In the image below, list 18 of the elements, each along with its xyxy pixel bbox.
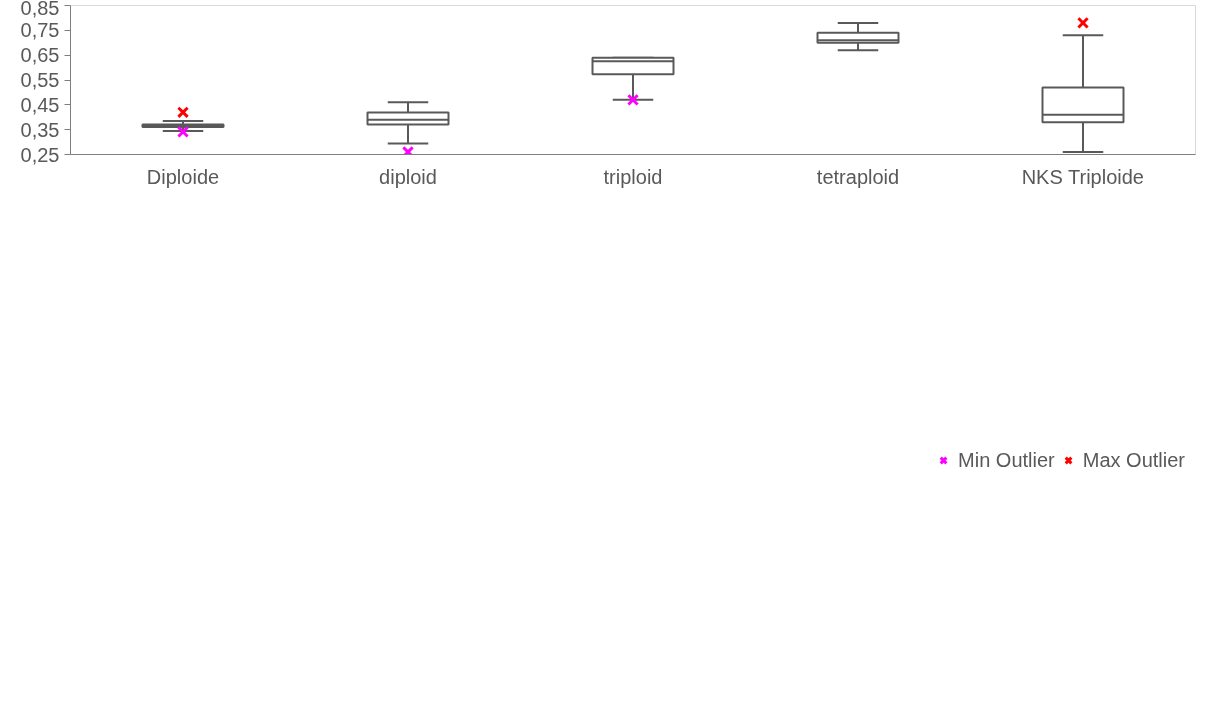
x-tick-label: Diploide <box>146 165 220 188</box>
y-tick-label: 0,35 <box>20 118 60 141</box>
y-tick-label: 0,25 <box>20 143 60 166</box>
point <box>626 93 640 106</box>
point <box>176 125 190 138</box>
point <box>176 106 190 119</box>
y-tick-label: 0,75 <box>20 19 60 42</box>
legend-label: Max Outlier <box>1082 448 1185 472</box>
x-tick-label: tetraploid <box>816 165 900 188</box>
point <box>401 145 415 155</box>
legend-label: Min Outlier <box>958 448 1055 472</box>
x-tick-label: diploid <box>379 165 437 188</box>
x-tick-label: triploid <box>603 165 663 188</box>
x-tick-label: NKS Triploide <box>1021 165 1144 188</box>
y-tick-label: 0,65 <box>20 44 60 67</box>
y-tick-label: 0,55 <box>20 69 60 91</box>
y-tick-label: 0,45 <box>20 93 60 116</box>
y-tick-label: 0,85 <box>20 0 60 19</box>
